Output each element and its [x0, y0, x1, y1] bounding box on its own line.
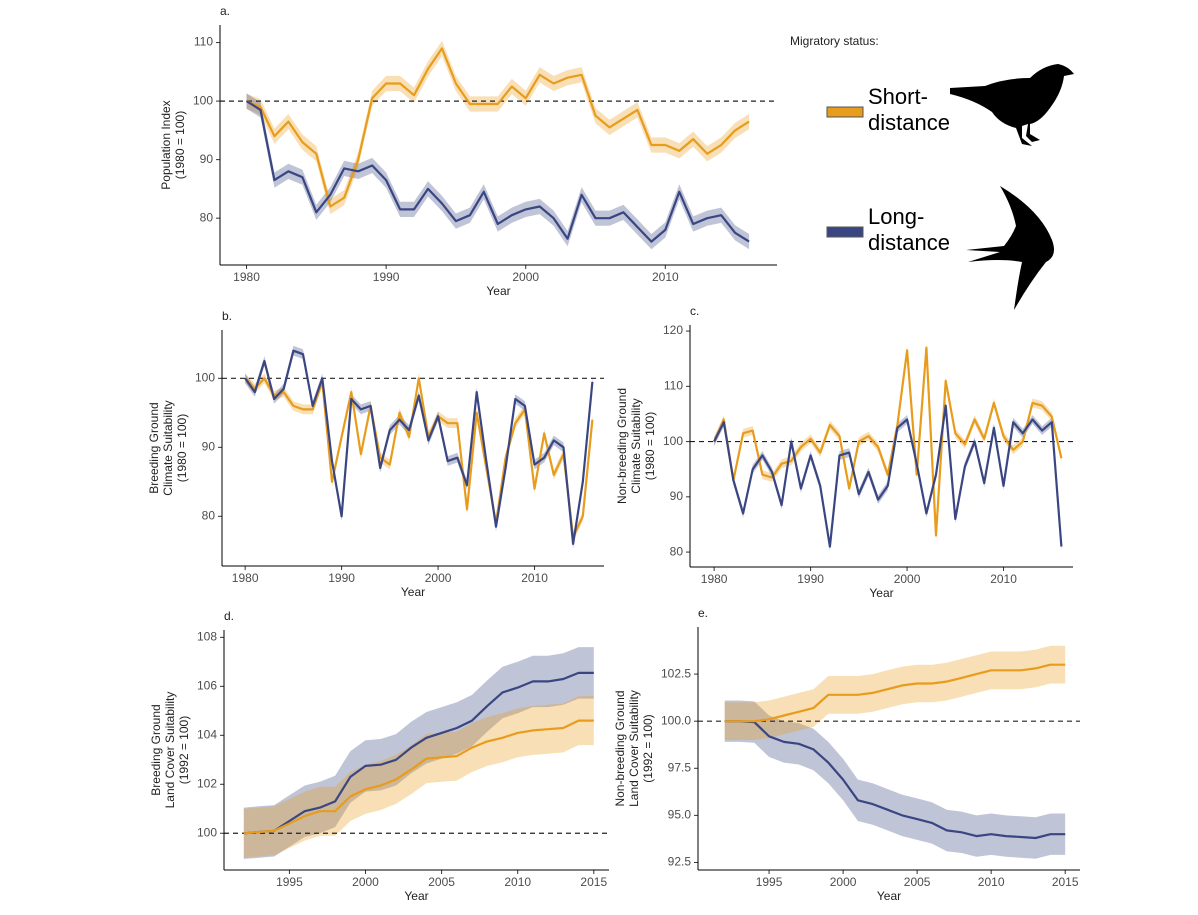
y-axis-title: Land Cover Suitability: [627, 690, 641, 807]
series-line: [724, 720, 1066, 840]
series-line: [243, 719, 594, 835]
panel: b. 80 90 100 1980 1990 2000 2010 Year Breeding Gr…: [147, 309, 604, 599]
y-tick-label: 97.5: [668, 760, 692, 774]
x-axis-title: Year: [869, 586, 893, 600]
panel: a. 80 90 100 110 1980 1990 2000 2010 Year Populati…: [159, 4, 777, 298]
y-tick-label: 110: [664, 379, 683, 393]
x-tick-label: 1980: [233, 270, 260, 284]
y-axis-title: Climate Suitability: [161, 400, 175, 495]
y-tick-label: 120: [663, 323, 683, 337]
panel-label: d.: [224, 609, 234, 623]
y-tick-label: 80: [670, 544, 684, 558]
x-tick-label: 2010: [652, 270, 679, 284]
x-tick-label: 1990: [328, 571, 355, 585]
y-axis-title: (1992 = 100): [177, 716, 191, 784]
x-tick-label: 1980: [701, 572, 728, 586]
y-tick-label: 100: [195, 370, 215, 384]
y-tick-label: 102.5: [661, 666, 691, 680]
panel: d. 100 102 104 106 108 1995 2000 2005 2010 2015 Yea…: [149, 609, 609, 903]
panel-label: b.: [222, 309, 232, 323]
confidence-ribbon: [724, 645, 1066, 740]
y-axis-title: (1980 = 100): [175, 414, 189, 482]
legend-swatch: [826, 106, 864, 118]
series-line: [243, 671, 594, 835]
y-tick-label: 92.5: [668, 855, 692, 869]
y-tick-label: 110: [194, 35, 213, 49]
confidence-ribbon: [243, 647, 594, 859]
panel: e. 92.5 95.0 97.5 100.0 102.5 1995 2000 2005 2010…: [613, 606, 1080, 903]
x-tick-label: 2005: [428, 875, 455, 889]
x-tick-label: 2000: [425, 571, 452, 585]
x-tick-label: 2010: [504, 875, 531, 889]
x-tick-label: 2000: [352, 875, 379, 889]
confidence-ribbon: [724, 700, 1066, 859]
x-tick-label: 2015: [1052, 875, 1079, 889]
series-line: [244, 349, 594, 545]
y-axis-title: (1992 = 100): [641, 714, 655, 782]
y-axis-title: Non-breeding Ground: [615, 388, 629, 504]
y-tick-label: 108: [197, 630, 217, 644]
y-axis-title: Land Cover Suitability: [163, 692, 177, 809]
y-tick-label: 100: [663, 434, 683, 448]
y-tick-label: 90: [670, 489, 684, 503]
y-tick-label: 95.0: [668, 808, 692, 822]
y-tick-label: 106: [197, 678, 217, 692]
y-tick-label: 90: [200, 152, 214, 166]
y-tick-label: 104: [197, 727, 217, 741]
series-line: [713, 404, 1063, 548]
y-axis-title: Breeding Ground: [147, 402, 161, 493]
legend-label: Long-distance: [868, 204, 950, 255]
panel-label: e.: [698, 606, 708, 620]
y-tick-label: 80: [200, 210, 214, 224]
series-line: [244, 377, 594, 539]
y-tick-label: 100: [193, 93, 213, 107]
x-tick-label: 2015: [580, 875, 607, 889]
panel-label: c.: [690, 304, 699, 318]
y-tick-label: 100.0: [661, 713, 691, 727]
panel: c. 80 90 100 110 120 1980 1990 2000 2010 Year Non-b…: [615, 304, 1073, 600]
panel-label: a.: [220, 4, 230, 18]
x-axis-title: Year: [401, 585, 425, 599]
confidence-ribbon: [245, 373, 593, 542]
confidence-ribbon: [246, 93, 750, 250]
x-tick-label: 1990: [797, 572, 824, 586]
x-tick-label: 1990: [373, 270, 400, 284]
y-axis-title: (1980 = 100): [643, 412, 657, 480]
x-tick-label: 2005: [904, 875, 931, 889]
x-tick-label: 1980: [232, 571, 259, 585]
y-axis-title: Non-breeding Ground: [613, 690, 627, 806]
y-axis-title: Climate Suitability: [629, 398, 643, 493]
confidence-ribbon: [714, 401, 1062, 551]
x-axis-title: Year: [877, 889, 901, 903]
x-axis-title: Year: [486, 284, 510, 298]
x-tick-label: 2010: [978, 875, 1005, 889]
x-tick-label: 2000: [830, 875, 857, 889]
long-distance-bird-icon: [966, 186, 1054, 310]
series-line: [246, 47, 750, 208]
y-tick-label: 90: [202, 439, 216, 453]
series-line: [713, 346, 1063, 537]
x-tick-label: 2010: [990, 572, 1017, 586]
series-line: [724, 663, 1066, 723]
series-line: [245, 100, 750, 243]
legend-title: Migratory status:: [790, 34, 879, 48]
x-axis-title: Year: [404, 889, 428, 903]
x-tick-label: 2000: [894, 572, 921, 586]
legend-entry: Short-distance: [868, 84, 950, 135]
x-tick-label: 1995: [276, 875, 303, 889]
legend-label: Short-distance: [868, 84, 950, 135]
y-tick-label: 100: [197, 825, 217, 839]
y-axis-title: (1980 = 100): [173, 111, 187, 179]
x-tick-label: 2010: [521, 571, 548, 585]
x-tick-label: 2000: [512, 270, 539, 284]
y-axis-title: Population Index: [159, 100, 173, 189]
x-tick-label: 1995: [756, 875, 783, 889]
short-distance-bird-icon: [950, 64, 1074, 146]
legend-swatch: [826, 226, 864, 238]
y-tick-label: 80: [202, 508, 216, 522]
legend-entry: Long-distance: [868, 204, 950, 255]
y-tick-label: 102: [197, 776, 217, 790]
y-axis-title: Breeding Ground: [149, 704, 163, 795]
